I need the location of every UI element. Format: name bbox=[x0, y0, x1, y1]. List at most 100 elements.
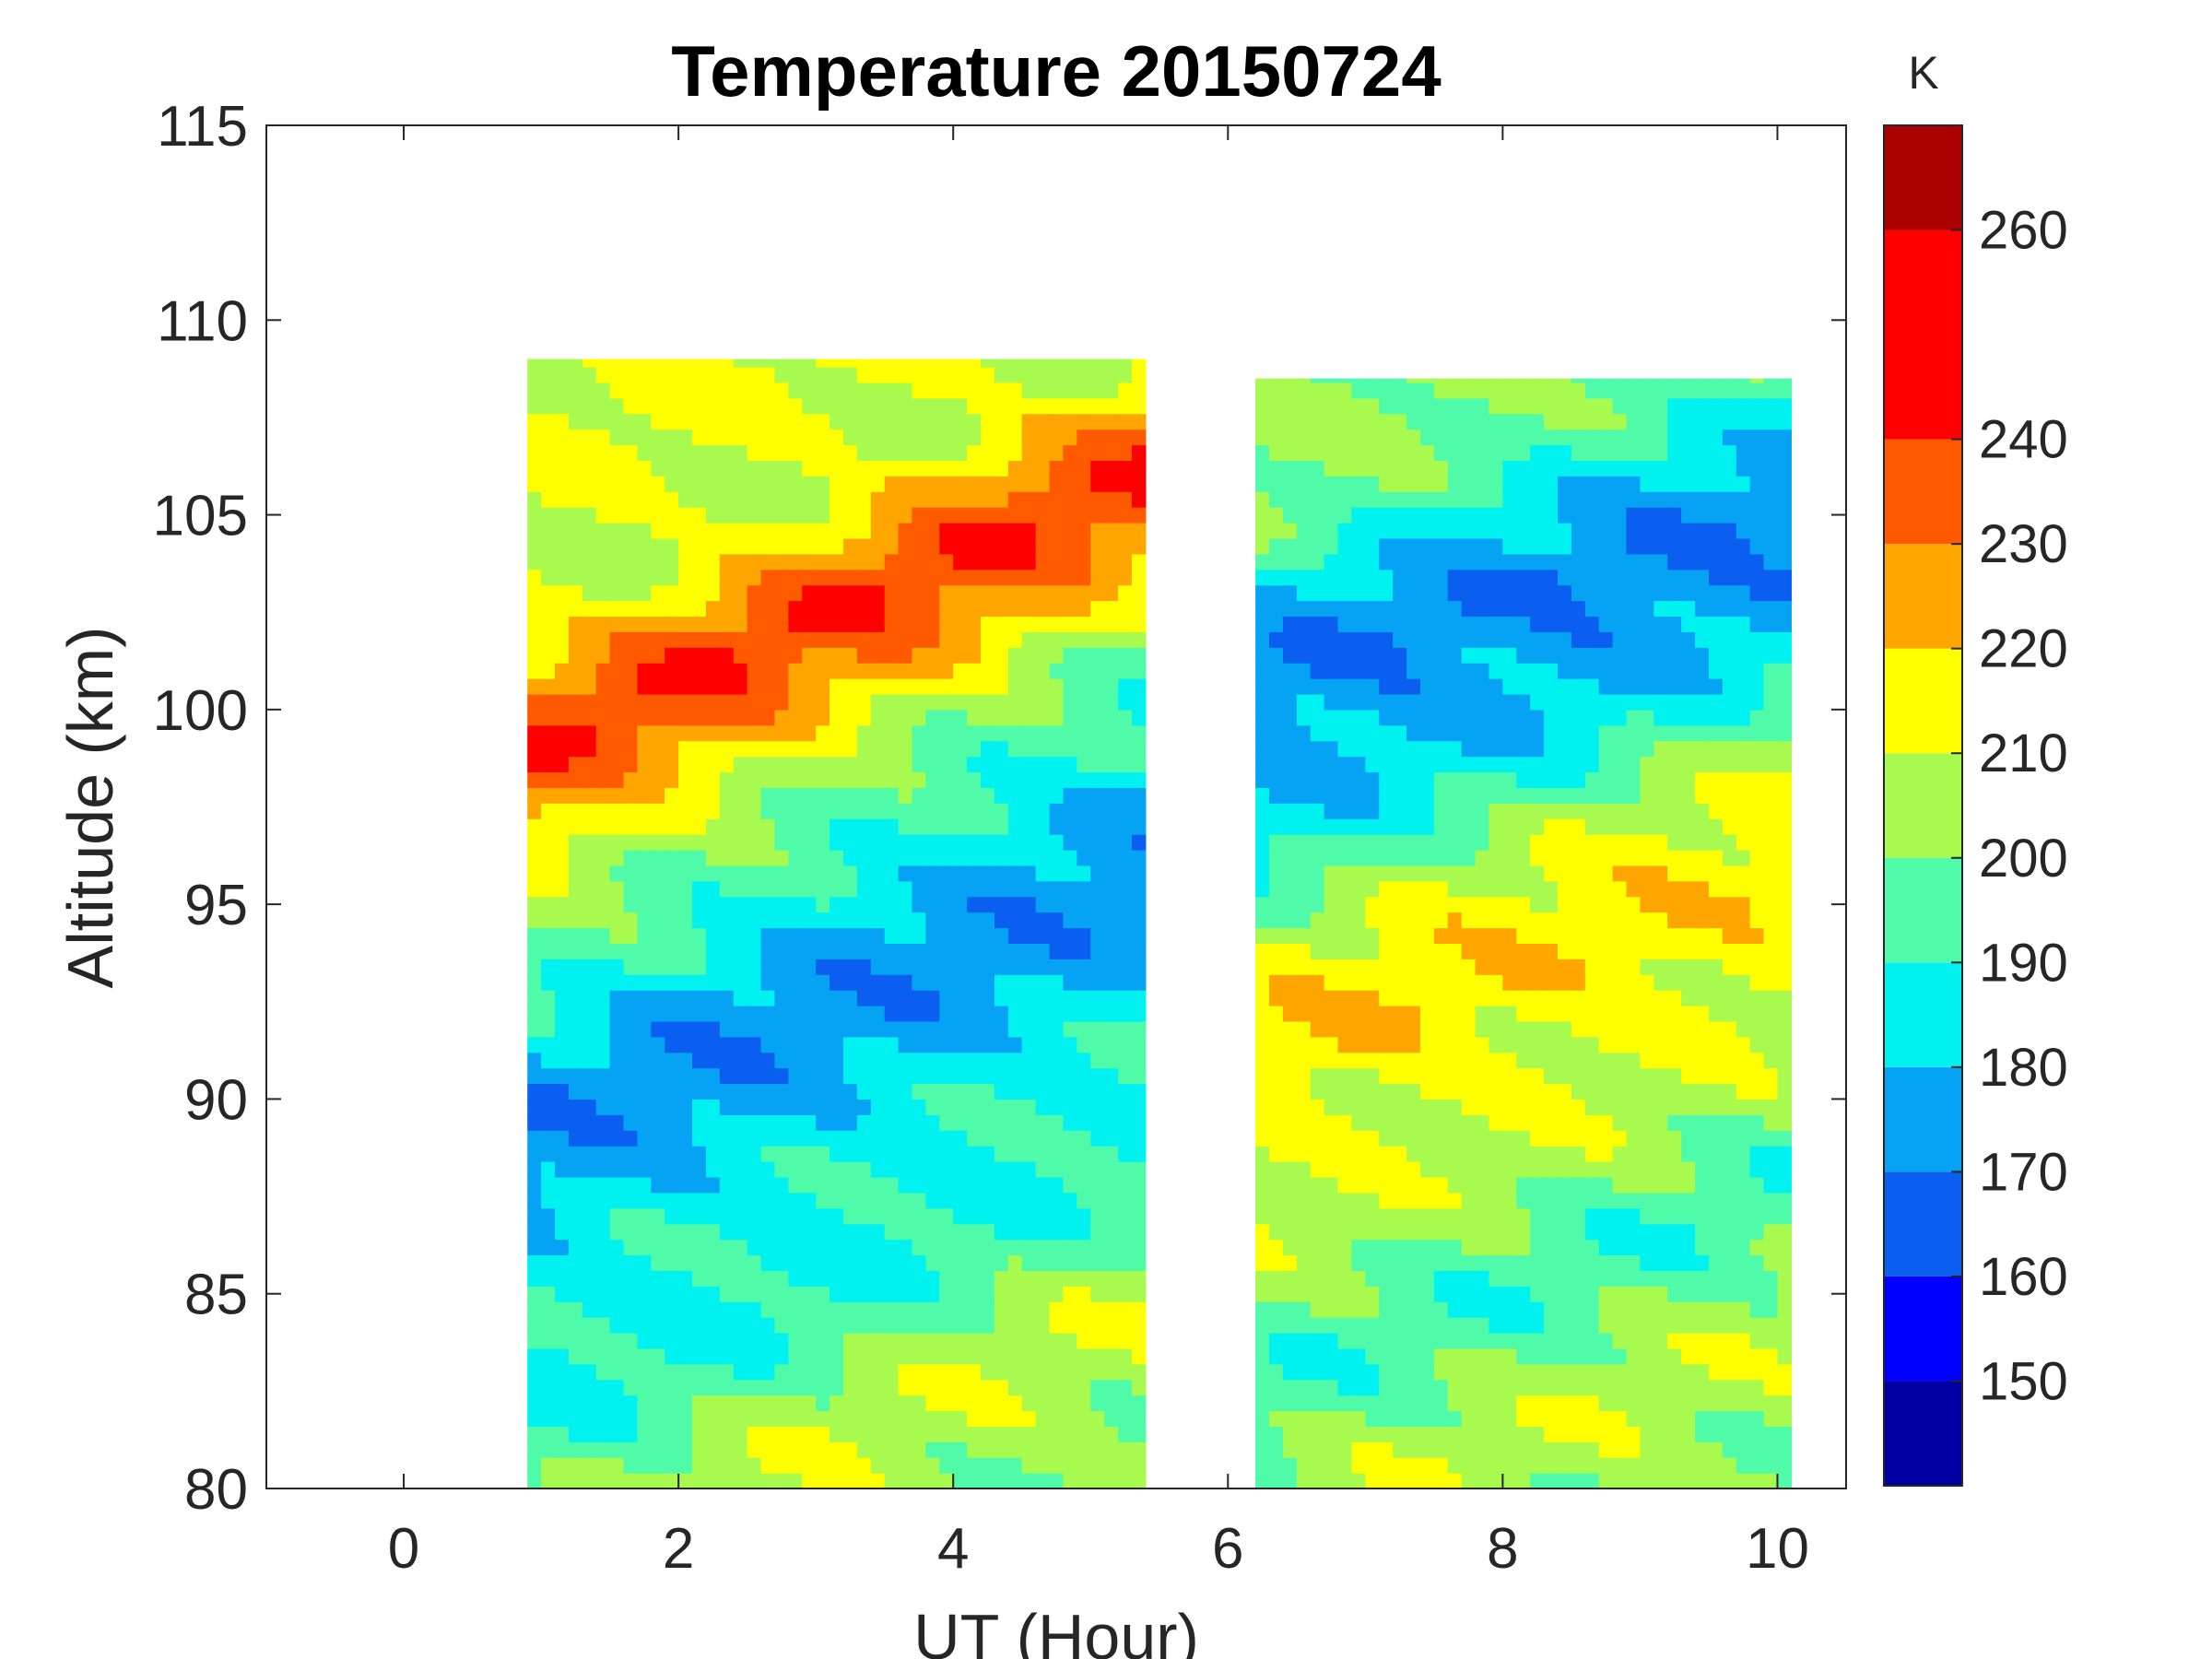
contour-cell bbox=[925, 740, 940, 758]
contour-cell bbox=[1337, 912, 1353, 929]
contour-cell bbox=[1337, 1130, 1353, 1147]
contour-cell bbox=[1502, 740, 1517, 758]
contour-cell bbox=[651, 974, 665, 991]
contour-cell bbox=[595, 927, 611, 944]
contour-cell bbox=[1544, 476, 1559, 492]
contour-cell bbox=[939, 1347, 954, 1365]
contour-cell bbox=[1063, 584, 1077, 602]
contour-cell bbox=[705, 1176, 721, 1194]
contour-cell bbox=[760, 1083, 776, 1100]
contour-cell bbox=[1324, 943, 1339, 959]
contour-cell bbox=[541, 880, 556, 898]
contour-cell bbox=[925, 678, 940, 695]
contour-cell bbox=[1337, 1006, 1353, 1022]
contour-cell bbox=[967, 1192, 982, 1209]
contour-cell bbox=[953, 943, 968, 959]
contour-cell bbox=[1021, 771, 1037, 788]
contour-cell bbox=[1447, 460, 1463, 477]
contour-cell bbox=[1379, 1379, 1394, 1396]
contour-cell bbox=[678, 537, 693, 555]
contour-cell bbox=[1090, 1067, 1105, 1085]
contour-cell bbox=[1104, 616, 1119, 632]
contour-cell bbox=[1393, 1317, 1407, 1334]
contour-cell bbox=[733, 647, 748, 664]
contour-cell bbox=[842, 382, 858, 399]
contour-cell bbox=[1269, 1394, 1284, 1412]
contour-cell bbox=[1269, 865, 1284, 882]
contour-cell bbox=[898, 507, 913, 524]
contour-cell bbox=[1406, 476, 1421, 492]
contour-cell bbox=[623, 569, 639, 586]
contour-cell bbox=[1447, 1130, 1463, 1147]
contour-cell bbox=[678, 990, 693, 1006]
contour-cell bbox=[692, 990, 707, 1006]
contour-cell bbox=[623, 476, 639, 492]
contour-cell bbox=[1461, 896, 1477, 913]
contour-cell bbox=[1310, 491, 1325, 508]
contour-cell bbox=[912, 523, 926, 539]
contour-cell bbox=[623, 865, 639, 882]
contour-cell bbox=[1324, 1379, 1339, 1396]
contour-cell bbox=[842, 1099, 858, 1115]
contour-cell bbox=[953, 912, 968, 929]
contour-cell bbox=[1351, 756, 1366, 773]
contour-cell bbox=[1337, 1239, 1353, 1256]
contour-cell bbox=[842, 397, 858, 415]
contour-cell bbox=[1447, 1426, 1463, 1442]
contour-cell bbox=[912, 1410, 926, 1427]
contour-cell bbox=[1461, 849, 1477, 866]
contour-cell bbox=[870, 943, 886, 959]
contour-cell bbox=[665, 959, 679, 975]
contour-cell bbox=[939, 359, 954, 368]
contour-cell bbox=[816, 803, 830, 819]
contour-cell bbox=[1447, 1270, 1463, 1287]
contour-cell bbox=[637, 429, 652, 446]
contour-cell bbox=[1269, 771, 1284, 788]
contour-cell bbox=[1090, 366, 1105, 383]
contour-cell bbox=[1544, 382, 1559, 399]
contour-cell bbox=[1021, 553, 1037, 571]
contour-cell bbox=[541, 1006, 556, 1022]
contour-cell bbox=[1475, 647, 1490, 664]
contour-cell bbox=[842, 912, 858, 929]
contour-cell bbox=[568, 849, 583, 866]
contour-cell bbox=[568, 1114, 583, 1131]
contour-cell bbox=[1530, 1332, 1545, 1349]
contour-cell bbox=[692, 397, 707, 415]
contour-cell bbox=[1035, 880, 1051, 898]
contour-cell bbox=[1049, 1426, 1065, 1442]
contour-cell bbox=[541, 397, 556, 415]
contour-cell bbox=[953, 1286, 968, 1302]
contour-cell bbox=[1393, 491, 1407, 508]
contour-cell bbox=[719, 1239, 735, 1256]
contour-cell bbox=[609, 756, 625, 773]
contour-cell bbox=[925, 834, 940, 851]
contour-cell bbox=[953, 1347, 968, 1365]
contour-cell bbox=[651, 959, 665, 975]
contour-cell bbox=[719, 1176, 735, 1194]
contour-cell bbox=[967, 1441, 982, 1458]
contour-cell bbox=[1104, 943, 1119, 959]
contour-cell bbox=[870, 413, 886, 430]
contour-cell bbox=[1461, 1052, 1477, 1069]
contour-cell bbox=[925, 1067, 940, 1085]
contour-cell bbox=[774, 1099, 789, 1115]
contour-cell bbox=[1035, 1363, 1051, 1381]
contour-cell bbox=[842, 959, 858, 975]
contour-cell bbox=[802, 740, 817, 758]
contour-cell bbox=[1516, 1020, 1531, 1038]
contour-cell bbox=[1379, 1083, 1394, 1100]
contour-cell bbox=[623, 912, 639, 929]
contour-cell bbox=[1351, 1099, 1366, 1115]
contour-cell bbox=[678, 974, 693, 991]
contour-cell bbox=[830, 880, 844, 898]
contour-cell bbox=[747, 1036, 762, 1053]
contour-cell bbox=[1475, 834, 1490, 851]
contour-cell bbox=[884, 1176, 900, 1194]
contour-cell bbox=[925, 880, 940, 898]
contour-cell bbox=[705, 569, 721, 586]
contour-cell bbox=[1419, 537, 1435, 555]
contour-cell bbox=[788, 647, 803, 664]
contour-cell bbox=[1433, 1083, 1449, 1100]
contour-cell bbox=[1571, 787, 1586, 804]
